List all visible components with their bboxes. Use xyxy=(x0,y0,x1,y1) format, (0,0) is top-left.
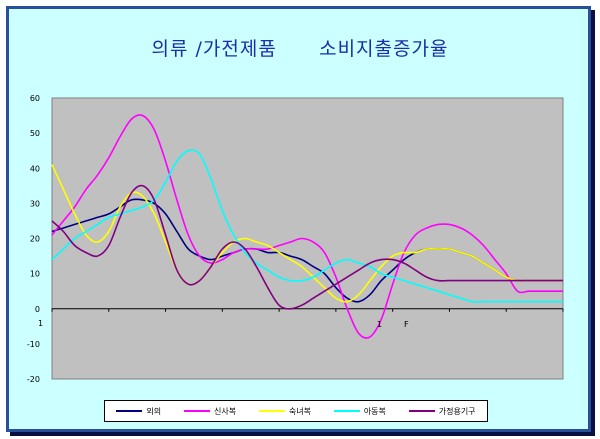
y-tick-label: 40 xyxy=(30,164,40,173)
legend-label-3: 아동복 xyxy=(363,406,386,416)
series-line-4 xyxy=(51,184,563,310)
y-tick-label: 20 xyxy=(30,235,40,244)
legend-swatch-4 xyxy=(408,410,435,412)
legend-item-0: 외의 xyxy=(116,406,161,417)
y-tick-label: 30 xyxy=(30,199,40,208)
chart-title: 의류 /가전제품 소비지출증가율 xyxy=(151,38,449,60)
y-tick-label: 0 xyxy=(35,305,40,314)
legend-swatch-0 xyxy=(116,410,143,412)
y-tick-label: 10 xyxy=(30,270,40,279)
stray-label-1a: 1 xyxy=(38,319,43,328)
legend-label-4: 가정용기구 xyxy=(438,406,476,416)
series-line-1 xyxy=(51,114,563,339)
stray-label-f: F xyxy=(404,320,409,329)
legend-item-1: 신사복 xyxy=(183,406,237,417)
legend-swatch-3 xyxy=(333,410,360,412)
legend-swatch-1 xyxy=(183,410,210,412)
series-line-2 xyxy=(51,164,563,303)
plot-area xyxy=(51,97,564,380)
legend-item-3: 아동복 xyxy=(333,406,386,417)
stray-label-1b: 1 xyxy=(377,320,382,329)
legend-label-0: 외의 xyxy=(146,406,162,416)
legend-label-1: 신사복 xyxy=(213,406,237,416)
y-tick-label: 50 xyxy=(30,129,40,138)
legend-item-4: 가정용기구 xyxy=(408,406,476,417)
y-tick-label: -20 xyxy=(27,375,40,384)
legend-swatch-2 xyxy=(258,410,285,412)
series-line-3 xyxy=(51,149,563,303)
chart-legend: 외의 신사복 숙녀복 아동복 가정용기구 xyxy=(104,400,488,422)
legend-item-2: 숙녀복 xyxy=(258,406,311,417)
legend-label-2: 숙녀복 xyxy=(288,406,311,416)
y-tick-label: 60 xyxy=(30,94,40,103)
y-tick-label: -10 xyxy=(27,340,40,349)
